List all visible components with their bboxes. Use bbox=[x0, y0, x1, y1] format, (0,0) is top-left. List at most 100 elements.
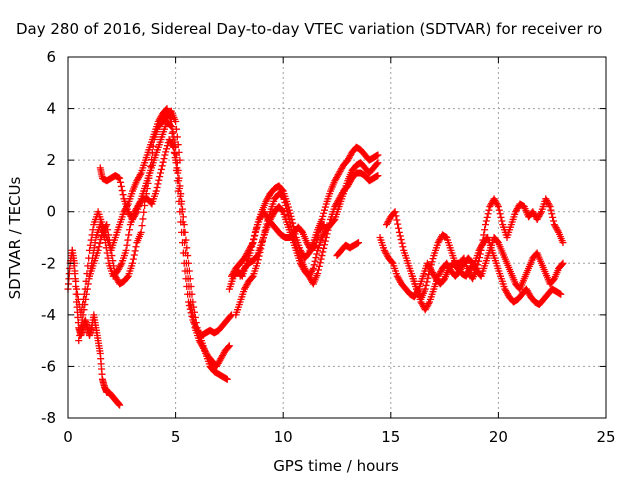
data-point bbox=[314, 270, 322, 278]
data-point bbox=[484, 210, 492, 218]
x-tick-label: 20 bbox=[489, 428, 508, 446]
data-point bbox=[122, 246, 130, 254]
data-point bbox=[140, 208, 148, 216]
data-point bbox=[395, 228, 403, 236]
data-point bbox=[174, 169, 182, 177]
data-point bbox=[284, 211, 292, 219]
data-point bbox=[83, 290, 91, 298]
data-point bbox=[374, 159, 382, 167]
data-point bbox=[138, 222, 146, 230]
series-12 bbox=[376, 234, 565, 309]
data-point bbox=[86, 246, 94, 254]
data-point bbox=[166, 122, 174, 130]
data-point bbox=[280, 195, 288, 203]
data-point bbox=[421, 285, 429, 293]
data-point bbox=[312, 254, 320, 262]
data-point bbox=[129, 259, 137, 267]
data-point bbox=[86, 241, 94, 249]
data-point bbox=[90, 244, 98, 252]
data-point bbox=[315, 229, 323, 237]
data-point bbox=[483, 213, 491, 221]
x-tick-label: 10 bbox=[274, 428, 293, 446]
data-point bbox=[183, 244, 191, 252]
data-point bbox=[249, 239, 257, 247]
plot-frame bbox=[67, 56, 607, 419]
data-point bbox=[159, 158, 167, 166]
data-point bbox=[549, 213, 557, 221]
data-point bbox=[181, 249, 189, 257]
data-point bbox=[321, 203, 329, 211]
data-point bbox=[391, 208, 399, 216]
data-point bbox=[78, 316, 86, 324]
data-point bbox=[482, 217, 490, 225]
data-point bbox=[106, 241, 114, 249]
data-point bbox=[247, 246, 255, 254]
x-tick-label: 0 bbox=[63, 428, 73, 446]
data-point bbox=[110, 262, 118, 270]
data-point bbox=[185, 282, 193, 290]
data-point bbox=[315, 262, 323, 270]
data-point bbox=[153, 183, 161, 191]
data-point bbox=[497, 213, 505, 221]
data-point bbox=[310, 261, 318, 269]
data-point bbox=[104, 226, 112, 234]
data-point bbox=[98, 232, 106, 240]
data-point bbox=[223, 375, 231, 383]
data-point bbox=[75, 337, 83, 345]
data-point bbox=[176, 156, 184, 164]
data-point bbox=[154, 180, 162, 188]
data-point bbox=[279, 192, 287, 200]
data-point bbox=[119, 191, 127, 199]
data-point bbox=[123, 273, 131, 281]
data-point bbox=[141, 195, 149, 203]
data-point bbox=[146, 169, 154, 177]
data-point bbox=[548, 210, 556, 218]
data-point bbox=[171, 154, 179, 162]
data-point bbox=[311, 242, 319, 250]
data-point bbox=[175, 177, 183, 185]
data-point bbox=[139, 215, 147, 223]
data-point bbox=[77, 321, 85, 329]
y-tick-label: -2 bbox=[41, 254, 56, 272]
grid-lines bbox=[68, 57, 606, 418]
data-point bbox=[123, 241, 131, 249]
data-point bbox=[103, 221, 111, 229]
data-point bbox=[84, 280, 92, 288]
chart-title: Day 280 of 2016, Sidereal Day-to-day VTE… bbox=[16, 20, 602, 38]
data-point bbox=[130, 251, 138, 259]
data-point bbox=[142, 190, 150, 198]
data-point bbox=[105, 236, 113, 244]
data-point bbox=[321, 206, 329, 214]
data-point bbox=[319, 248, 327, 256]
data-point bbox=[175, 148, 183, 156]
data-point bbox=[318, 215, 326, 223]
data-point bbox=[225, 342, 233, 350]
data-point bbox=[187, 298, 195, 306]
data-point bbox=[397, 236, 405, 244]
data-point bbox=[71, 270, 79, 278]
data-point bbox=[169, 142, 177, 150]
data-point bbox=[178, 208, 186, 216]
data-point bbox=[545, 201, 553, 209]
data-point bbox=[398, 239, 406, 247]
data-point bbox=[173, 133, 181, 141]
data-point bbox=[174, 141, 182, 149]
data-point bbox=[314, 266, 322, 274]
data-point bbox=[124, 236, 132, 244]
data-point bbox=[177, 200, 185, 208]
data-point bbox=[374, 172, 382, 180]
data-point bbox=[157, 169, 165, 177]
y-axis-label: SDTVAR / TECUs bbox=[6, 176, 24, 299]
data-point bbox=[169, 143, 177, 151]
data-point bbox=[321, 237, 329, 245]
data-point bbox=[87, 236, 95, 244]
data-point bbox=[392, 212, 400, 220]
data-point bbox=[253, 253, 261, 261]
data-point bbox=[158, 162, 166, 170]
data-point bbox=[308, 266, 316, 274]
data-point bbox=[104, 231, 112, 239]
data-point bbox=[425, 300, 433, 308]
series-5 bbox=[86, 107, 184, 288]
data-point bbox=[394, 220, 402, 228]
